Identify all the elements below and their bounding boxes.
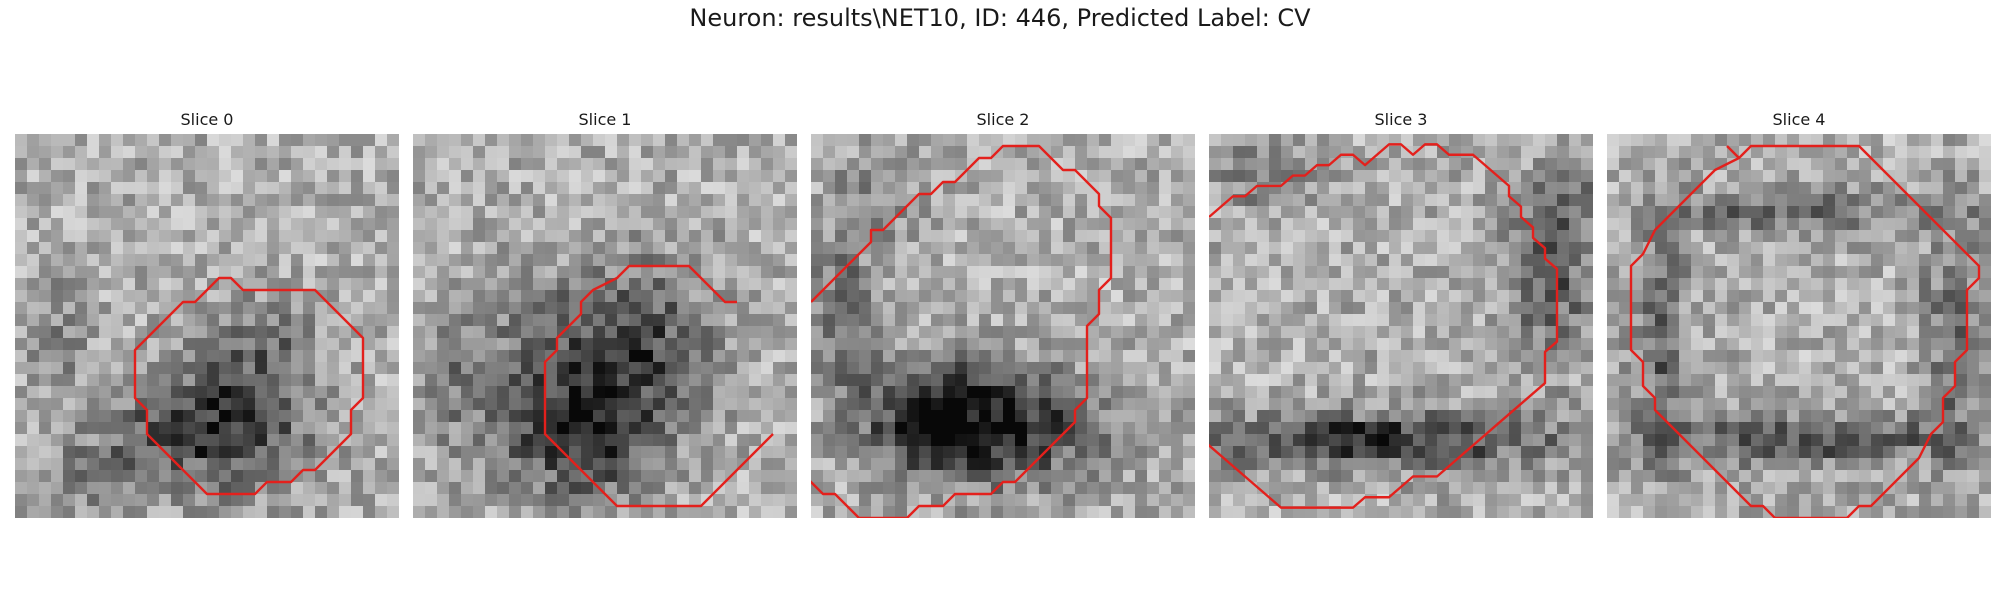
grayscale-image — [1607, 134, 1991, 518]
slice-title: Slice 0 — [180, 110, 234, 129]
grayscale-image — [413, 134, 797, 518]
segmentation-contour — [811, 144, 1113, 518]
slice-title: Slice 3 — [1374, 110, 1428, 129]
segmentation-contour — [543, 264, 774, 508]
contour-line — [1629, 144, 1981, 518]
slice-panel-2: Slice 2 — [811, 110, 1195, 518]
slice-title: Slice 4 — [1772, 110, 1826, 129]
grayscale-image — [15, 134, 399, 518]
segmentation-contour — [1629, 144, 1981, 518]
contour-line — [543, 264, 774, 508]
slice-title: Slice 2 — [976, 110, 1030, 129]
slice-panel-3: Slice 3 — [1209, 110, 1593, 518]
figure-title: Neuron: results\NET10, ID: 446, Predicte… — [689, 4, 1311, 32]
slice-panel-0: Slice 0 — [15, 110, 399, 518]
segmentation-contour — [133, 276, 365, 496]
grayscale-image — [1209, 134, 1593, 518]
contour-line — [1209, 143, 1559, 509]
slice-panel-1: Slice 1 — [413, 110, 797, 518]
contour-line — [811, 144, 1113, 518]
slice-panel-4: Slice 4 — [1607, 110, 1991, 518]
slice-title: Slice 1 — [578, 110, 632, 129]
grayscale-image — [811, 134, 1195, 518]
segmentation-contour — [1209, 143, 1559, 509]
contour-line — [133, 276, 365, 496]
